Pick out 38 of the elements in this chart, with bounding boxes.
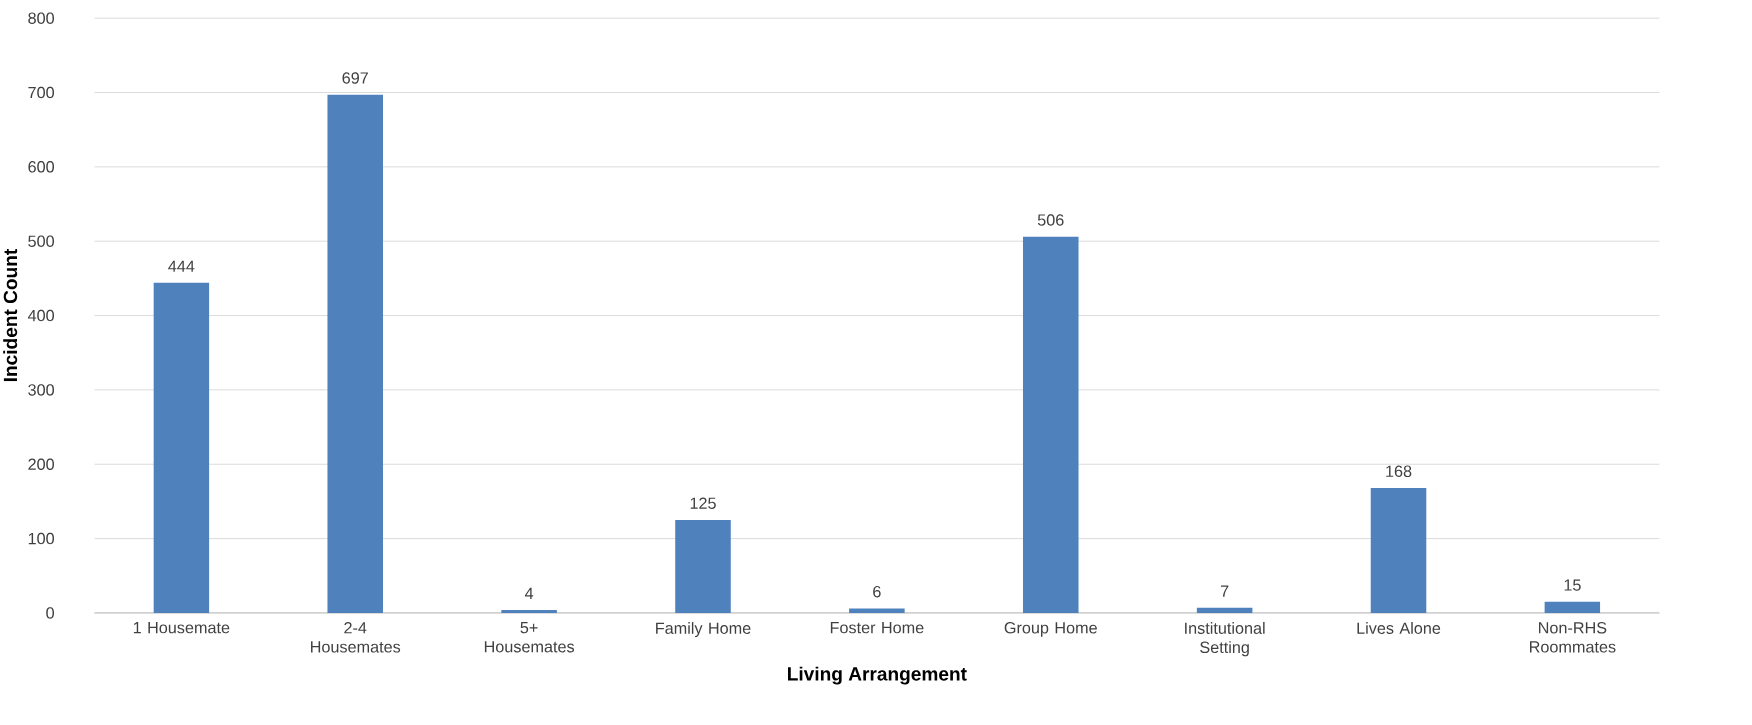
data-label: 168 <box>1386 465 1412 478</box>
data-label: 4 <box>524 587 534 599</box>
bar <box>1022 236 1079 613</box>
x-tick-label: 5+ Housemates <box>484 622 575 653</box>
bar <box>153 282 210 613</box>
x-tick-label: 2-4 Housemates <box>311 622 401 653</box>
bar <box>849 608 905 613</box>
bar <box>1196 607 1253 613</box>
bar <box>675 520 731 613</box>
y-tick-label: 100 <box>28 532 55 545</box>
x-axis-title: Living Arrangement <box>788 666 967 685</box>
bar <box>327 94 384 613</box>
data-label: 697 <box>342 72 368 84</box>
x-tick-label: 1 Housemate <box>133 622 230 634</box>
y-tick-label: 800 <box>28 12 55 24</box>
x-tick-label: Lives Alone <box>1357 622 1441 634</box>
y-tick-label: 600 <box>28 161 55 173</box>
data-label: 6 <box>873 585 881 598</box>
y-tick-label: 200 <box>28 458 55 470</box>
y-tick-label: 700 <box>28 86 55 99</box>
x-tick-label: Institutional Setting <box>1185 622 1265 657</box>
x-tick-label: Group Home <box>1004 622 1097 637</box>
data-label: 15 <box>1564 579 1581 591</box>
data-label: 506 <box>1037 214 1064 226</box>
x-tick-label: Family Home <box>656 622 751 638</box>
bar <box>1370 488 1427 613</box>
y-tick-label: 400 <box>27 309 55 322</box>
x-tick-label: Foster Home <box>830 622 924 634</box>
y-tick-label: 0 <box>46 607 55 619</box>
data-label: 444 <box>168 260 195 272</box>
y-axis-title: Incident Count <box>3 249 18 382</box>
bar <box>501 609 557 613</box>
x-tick-label: Non-RHS Roommates <box>1530 622 1616 653</box>
bar <box>1544 601 1601 613</box>
data-label: 125 <box>690 497 716 509</box>
data-label: 7 <box>1220 585 1229 597</box>
y-tick-label: 500 <box>28 235 55 247</box>
y-tick-label: 300 <box>28 384 55 396</box>
